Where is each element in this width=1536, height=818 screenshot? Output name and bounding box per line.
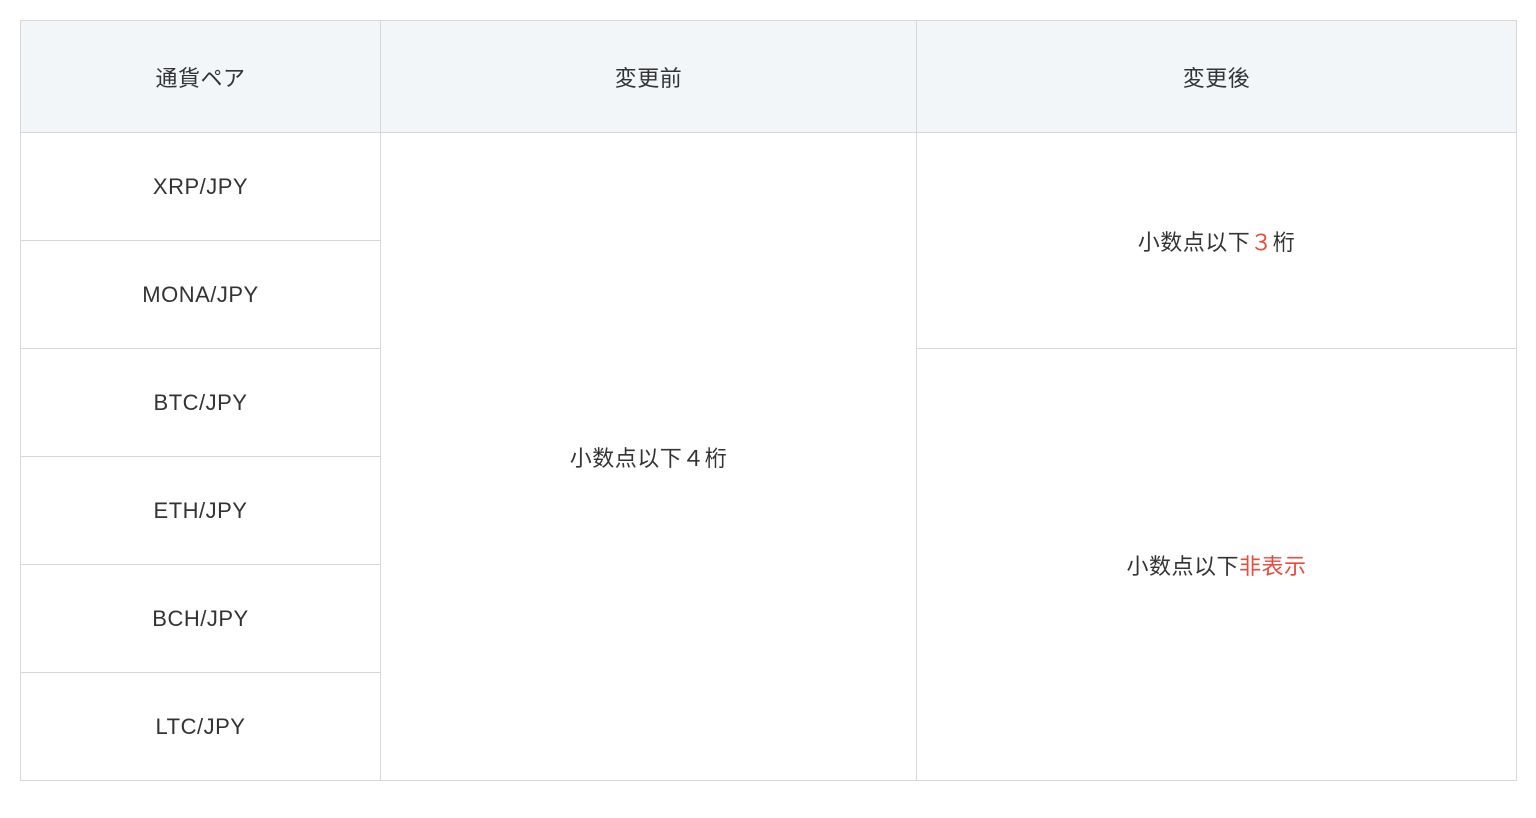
after-cell-group-2: 小数点以下非表示 — [917, 349, 1517, 781]
pair-cell: XRP/JPY — [21, 133, 381, 241]
table-row: XRP/JPY 小数点以下４桁 小数点以下３桁 — [21, 133, 1517, 241]
after-cell-group-1: 小数点以下３桁 — [917, 133, 1517, 349]
before-cell: 小数点以下４桁 — [381, 133, 917, 781]
pair-cell: ETH/JPY — [21, 457, 381, 565]
currency-pair-table: 通貨ペア 変更前 変更後 XRP/JPY 小数点以下４桁 小数点以下３桁 MON… — [20, 20, 1517, 781]
pair-cell: BCH/JPY — [21, 565, 381, 673]
after-suffix: 桁 — [1273, 230, 1296, 255]
after-highlight: ３ — [1250, 230, 1273, 255]
table-header-row: 通貨ペア 変更前 変更後 — [21, 21, 1517, 133]
after-prefix: 小数点以下 — [1138, 230, 1251, 255]
pair-cell: MONA/JPY — [21, 241, 381, 349]
header-before: 変更前 — [381, 21, 917, 133]
after-highlight: 非表示 — [1239, 554, 1307, 579]
currency-pair-table-wrapper: 通貨ペア 変更前 変更後 XRP/JPY 小数点以下４桁 小数点以下３桁 MON… — [20, 20, 1516, 781]
header-pair: 通貨ペア — [21, 21, 381, 133]
pair-cell: BTC/JPY — [21, 349, 381, 457]
after-prefix: 小数点以下 — [1126, 554, 1239, 579]
pair-cell: LTC/JPY — [21, 673, 381, 781]
header-after: 変更後 — [917, 21, 1517, 133]
